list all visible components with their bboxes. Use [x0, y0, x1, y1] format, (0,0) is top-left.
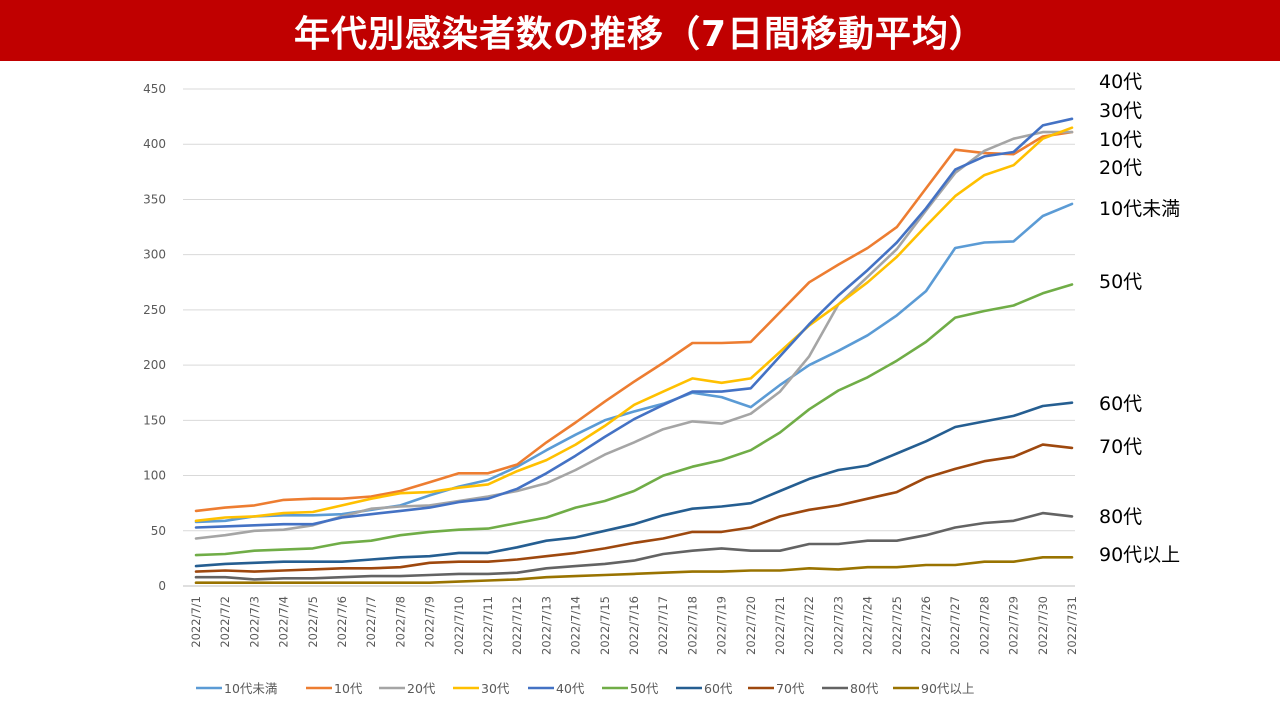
y-tick-label: 300 — [143, 248, 166, 262]
y-tick-label: 350 — [143, 192, 166, 206]
series-line-6 — [194, 401, 1074, 568]
legend: 10代未満 10代 20代 30代 40代 50代 60代 70代 80代 90代以上 — [196, 681, 974, 696]
series-end-label: 50代 — [1099, 271, 1142, 293]
y-tick-label: 400 — [143, 137, 166, 151]
series-line-4 — [194, 117, 1074, 529]
legend-label: 70代 — [776, 681, 805, 696]
series-lines — [194, 117, 1074, 584]
x-tick-label: 2022/7/10 — [452, 596, 466, 655]
x-tick-label: 2022/7/5 — [306, 596, 320, 648]
gridlines — [183, 88, 1075, 587]
series-line-5 — [194, 283, 1074, 557]
legend-label: 60代 — [704, 681, 733, 696]
x-tick-label: 2022/7/29 — [1007, 596, 1021, 655]
x-tick-label: 2022/7/26 — [919, 596, 933, 655]
x-tick-label: 2022/7/9 — [423, 596, 437, 648]
series-end-label: 80代 — [1099, 506, 1142, 528]
series-end-label: 70代 — [1099, 436, 1142, 458]
y-tick-label: 50 — [151, 524, 166, 538]
legend-label: 50代 — [630, 681, 659, 696]
series-end-label: 40代 — [1099, 71, 1142, 93]
x-tick-label: 2022/7/13 — [539, 596, 553, 655]
y-tick-label: 0 — [158, 579, 166, 593]
x-tick-label: 2022/7/19 — [715, 596, 729, 655]
series-end-labels: 40代 30代 10代 20代 10代未満 50代 60代 70代 80代 90代以上 — [1099, 71, 1180, 566]
x-tick-label: 2022/7/23 — [831, 596, 845, 655]
legend-label: 90代以上 — [921, 681, 974, 696]
x-tick-label: 2022/7/31 — [1065, 596, 1079, 655]
x-tick-label: 2022/7/18 — [685, 596, 699, 655]
series-line-2 — [194, 130, 1074, 540]
legend-label: 10代 — [334, 681, 363, 696]
y-axis-tick-labels: 0 50 100 150 200 250 300 350 400 450 — [143, 82, 166, 593]
x-tick-label: 2022/7/7 — [364, 596, 378, 648]
series-end-label: 90代以上 — [1099, 544, 1180, 566]
series-line-8 — [194, 511, 1074, 581]
legend-label: 30代 — [481, 681, 510, 696]
series-line-7 — [194, 443, 1074, 573]
series-line-3 — [194, 126, 1074, 523]
x-tick-label: 2022/7/30 — [1036, 596, 1050, 655]
legend-label: 10代未満 — [224, 681, 277, 696]
series-end-label: 10代 — [1099, 129, 1142, 151]
series-end-label: 10代未満 — [1099, 198, 1180, 220]
x-tick-label: 2022/7/11 — [481, 596, 495, 655]
series-end-label: 20代 — [1099, 157, 1142, 179]
y-tick-label: 200 — [143, 358, 166, 372]
chart-title: 年代別感染者数の推移（7日間移動平均） — [293, 13, 987, 55]
x-tick-label: 2022/7/25 — [890, 596, 904, 655]
series-line-1 — [194, 130, 1074, 513]
x-tick-label: 2022/7/12 — [510, 596, 524, 655]
series-end-label: 30代 — [1099, 100, 1142, 122]
x-tick-label: 2022/7/8 — [393, 596, 407, 648]
legend-label: 80代 — [850, 681, 879, 696]
series-line-9 — [194, 556, 1074, 584]
x-axis-tick-labels: 2022/7/1 2022/7/2 2022/7/3 2022/7/4 2022/7/5… — [189, 596, 1079, 655]
legend-label: 40代 — [556, 681, 585, 696]
series-end-label: 60代 — [1099, 393, 1142, 415]
x-tick-label: 2022/7/3 — [247, 596, 261, 648]
x-tick-label: 2022/7/21 — [773, 596, 787, 655]
y-tick-label: 250 — [143, 303, 166, 317]
x-tick-label: 2022/7/22 — [802, 596, 816, 655]
x-tick-label: 2022/7/2 — [218, 596, 232, 648]
y-tick-label: 100 — [143, 469, 166, 483]
x-tick-label: 2022/7/20 — [744, 596, 758, 655]
x-tick-label: 2022/7/14 — [569, 596, 583, 655]
x-tick-label: 2022/7/1 — [189, 596, 203, 648]
x-tick-label: 2022/7/24 — [861, 596, 875, 655]
x-tick-label: 2022/7/4 — [277, 596, 291, 648]
x-tick-label: 2022/7/27 — [948, 596, 962, 655]
y-tick-label: 150 — [143, 413, 166, 427]
x-tick-label: 2022/7/28 — [977, 596, 991, 655]
legend-label: 20代 — [407, 681, 436, 696]
y-tick-label: 450 — [143, 82, 166, 96]
x-tick-label: 2022/7/6 — [335, 596, 349, 648]
title-bar: 年代別感染者数の推移（7日間移動平均） — [0, 0, 1280, 61]
series-line-0 — [194, 202, 1074, 524]
x-tick-label: 2022/7/15 — [598, 596, 612, 655]
x-tick-label: 2022/7/16 — [627, 596, 641, 655]
x-tick-label: 2022/7/17 — [656, 596, 670, 655]
